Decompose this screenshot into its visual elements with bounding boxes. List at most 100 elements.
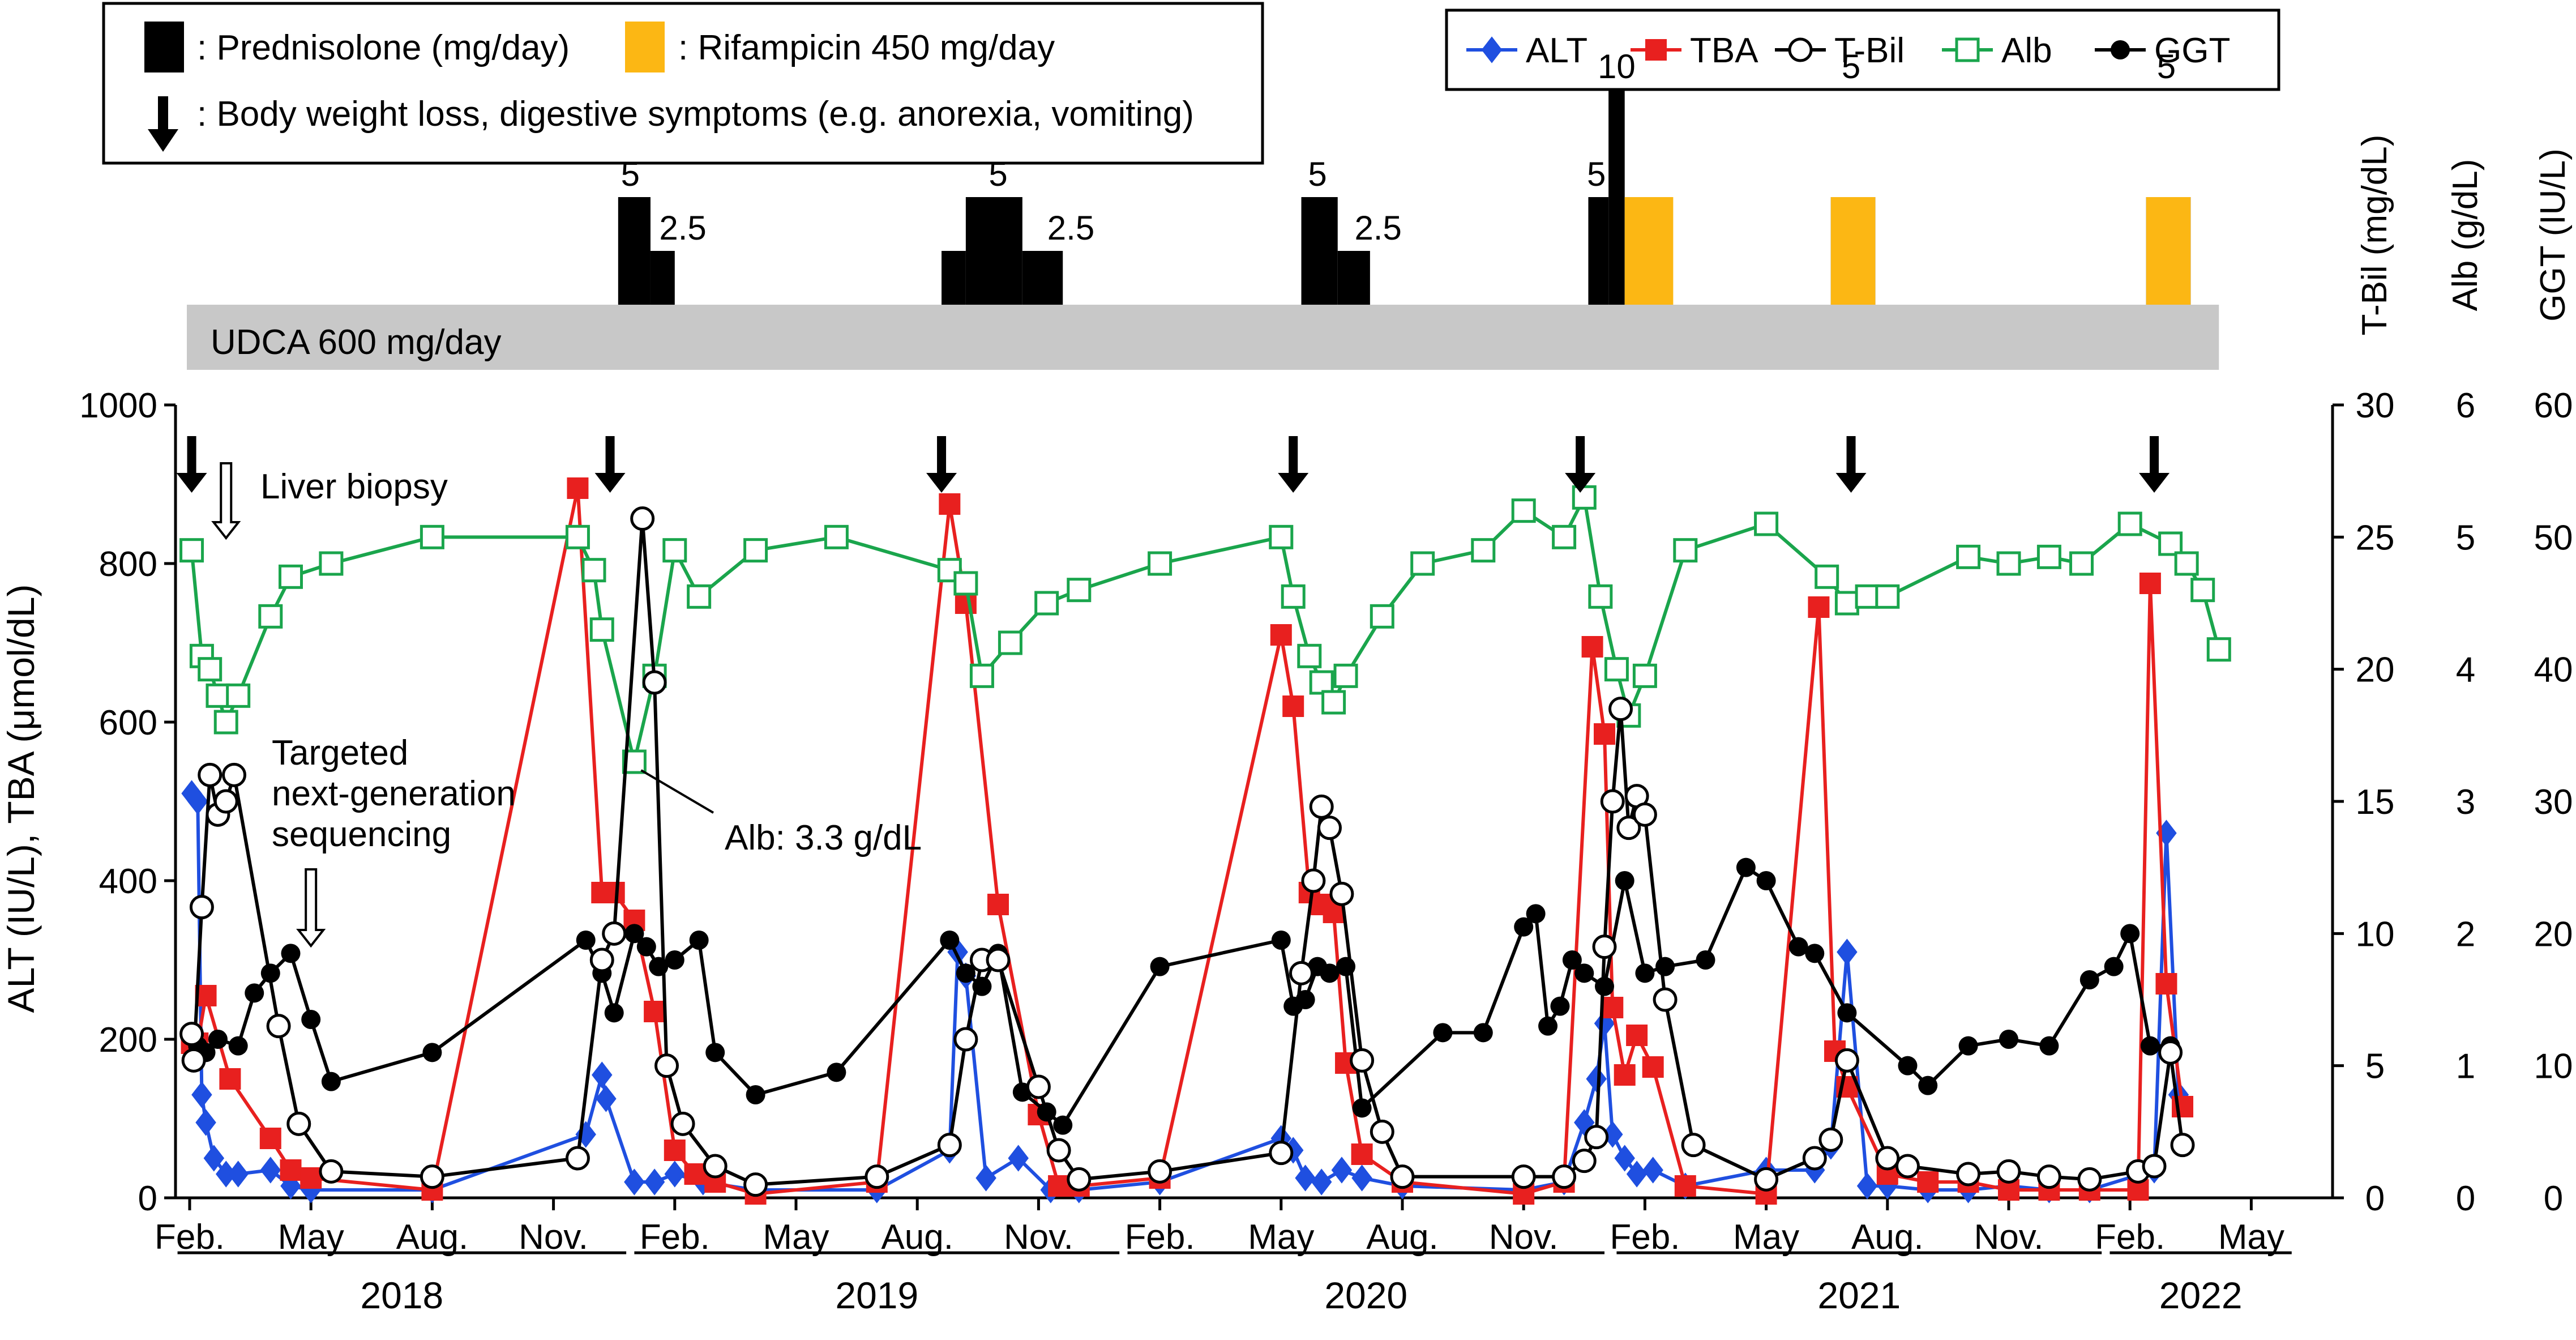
tba-point [939,493,961,515]
tba-point [644,1001,666,1022]
tba-point [2155,973,2177,995]
alt-point [592,1061,613,1089]
ggt-point [1635,963,1655,983]
rifampicin-bar [2146,197,2191,305]
alb-point [1471,538,1496,563]
right2-tick-label: 0 [2456,1179,2475,1218]
tba-point [1808,596,1830,618]
left-axis-tick-label: 200 [99,1021,157,1060]
legend-label: T-Bil [1834,31,1905,70]
alt-point [1642,1157,1663,1184]
right3-tick-label: 30 [2534,783,2573,822]
alb-point [1604,657,1629,682]
alb-point [1956,544,1981,569]
ggt-point [1526,904,1546,924]
ggt-point [1696,950,1715,970]
ggt-point [1473,1023,1493,1043]
symptom-arrow-legend-label: : Body weight loss, digestive symptoms (… [197,95,1194,134]
tbil-point [703,1154,728,1179]
series [179,477,2231,1205]
tbil-point [1584,1125,1609,1150]
ggt-point [1736,857,1756,877]
ggt-point [665,950,684,970]
tba-point [603,882,625,903]
tbil-point [1996,1159,2021,1184]
ggt-point [1788,937,1808,957]
legend-entry-ggt: GGT [2095,31,2230,70]
alt-point [187,788,208,815]
alb-point [2206,637,2231,662]
legend-label: TBA [1690,31,1758,70]
symptom-arrow-head [2139,473,2170,493]
x-axis-tick-label: May [1733,1218,1799,1257]
dose-label: 5 [1587,155,1606,193]
alb-point [2117,511,2142,536]
prednisolone-bar [1022,251,1063,305]
right3-tick-label: 20 [2534,915,2573,954]
ggt-point [956,963,975,983]
tba-point [1602,997,1624,1018]
ggt-point [1150,957,1170,976]
rifampicin-legend-label: : Rifampicin 450 mg/day [678,28,1055,67]
tbil-point [1802,1146,1827,1171]
tba-point [259,1128,281,1149]
dose-label: 5 [1842,48,1860,86]
x-axis-tick-label: Feb. [155,1218,225,1257]
year-label: 2022 [2159,1274,2243,1316]
dose-label: 5 [621,155,640,193]
ggt-point [2111,40,2130,59]
tbil-point [602,921,627,946]
axes: 0200400600800100005101520253001234560102… [0,135,2573,1316]
ggt-point [208,1030,228,1049]
right2-tick-label: 3 [2456,783,2475,822]
legend-entry-alb: Alb [1942,31,2052,70]
alb-point [1855,584,1880,609]
ggt-point [827,1062,846,1082]
tba-point [280,1159,302,1181]
alb-point [279,564,303,589]
ggt-point [624,924,644,944]
ggt-point [1574,963,1594,983]
tba-point [1048,1175,1070,1197]
alb-point [319,551,344,576]
alb-pointer-line [640,769,714,814]
ggt-point [301,1010,321,1029]
x-axis-tick-label: Nov. [1489,1218,1559,1257]
ggt-point [1898,1056,1918,1076]
alb-point [258,604,283,629]
right2-tick-label: 2 [2456,915,2475,954]
alb-point [1309,670,1334,695]
tbil-point [1956,1162,1981,1187]
symptom-arrow-head [1278,473,1309,493]
tbil-point [743,1172,768,1197]
ggt-point [746,1085,765,1104]
prednisolone-bar [1337,251,1370,305]
alb-point [589,617,614,642]
symptom-arrow-shaft [187,436,196,479]
ggt-point [1538,1016,1558,1036]
year-label: 2020 [1324,1274,1407,1316]
alb-point [1815,564,1839,589]
alb-point [1511,498,1536,523]
tbil-point [1148,1159,1173,1184]
tbil-point [2158,1040,2183,1065]
prednisolone-bar [618,197,651,305]
ggt-point [1562,950,1582,970]
ggt-point [1433,1023,1453,1043]
tba-point [1270,624,1292,646]
ggt-point [1958,1036,1978,1056]
annotations: Liver biopsy Targetednext-generationseque… [176,436,2170,948]
tbil-point [1632,802,1657,827]
tbil-point [2036,1164,2061,1189]
tbil-point [1616,816,1641,840]
tbil-point [222,762,247,787]
legend-label: Alb [2001,31,2052,70]
open-arrow-shape [296,868,326,948]
alt-point [203,1145,225,1172]
ggt-point [1756,871,1776,890]
series-line [190,496,2221,763]
tbil-point [179,1022,204,1047]
liver-biopsy-label: Liver biopsy [260,467,448,506]
alt-point [1856,1172,1878,1200]
